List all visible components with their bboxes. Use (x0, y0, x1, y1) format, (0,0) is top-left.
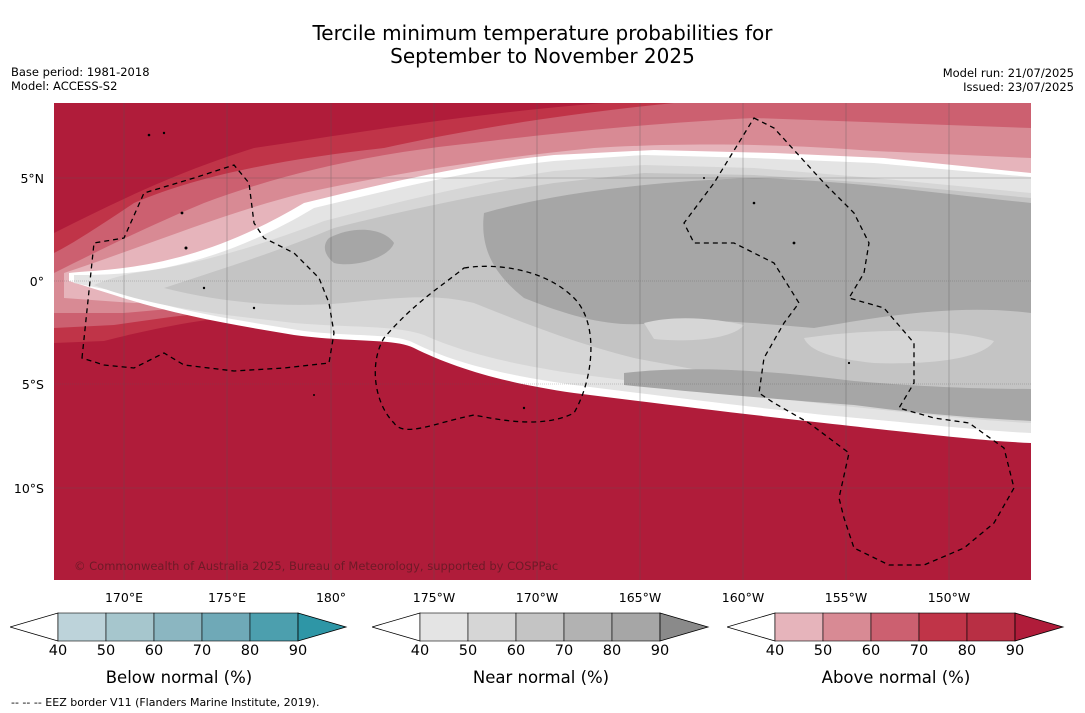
probability-map[interactable] (54, 103, 1031, 580)
eez-borders (81, 117, 1015, 566)
cb1-tick-80: 80 (240, 643, 260, 659)
lon-label-175w: 175°W (412, 590, 456, 605)
lon-label-165w: 165°W (618, 590, 662, 605)
cb3-tick-40: 40 (765, 643, 785, 659)
cb3-label: Above normal (%) (821, 668, 971, 687)
cb2-tick-90: 90 (650, 643, 670, 659)
cb1-label: Below normal (%) (105, 668, 253, 687)
lat-label-5s: 5°S (21, 377, 44, 392)
cb2-label: Near normal (%) (472, 668, 610, 687)
title-line-2: September to November 2025 (390, 44, 695, 68)
zone-near-80-west (324, 229, 394, 265)
lon-label-155w: 155°W (824, 590, 868, 605)
colorbar-near-normal (372, 612, 710, 642)
cb2-tick-50: 50 (458, 643, 478, 659)
cb1-tick-60: 60 (144, 643, 164, 659)
map-title: Tercile minimum temperature probabilitie… (0, 22, 1085, 68)
lat-label-10s: 10°S (13, 481, 44, 496)
lon-label-175e: 175°E (207, 590, 246, 605)
graticule (54, 103, 1031, 580)
eez-footnote: -- -- -- EEZ border V11 (Flanders Marine… (11, 696, 320, 709)
meta-right: Model run: 21/07/2025 Issued: 23/07/2025 (943, 66, 1074, 94)
cb2-tick-70: 70 (554, 643, 574, 659)
zone-near-80-south (624, 369, 1031, 421)
model-run: Model run: 21/07/2025 (942, 66, 1074, 80)
cb1-tick-70: 70 (192, 643, 212, 659)
meta-left: Base period: 1981-2018 Model: ACCESS-S2 (11, 65, 150, 93)
zone-near-60-east (804, 330, 994, 364)
cb1-tick-40: 40 (48, 643, 68, 659)
cb3-tick-90: 90 (1005, 643, 1025, 659)
base-period: Base period: 1981-2018 (11, 65, 150, 79)
islands (147, 131, 851, 410)
cb3-tick-60: 60 (861, 643, 881, 659)
zone-near-80-main (483, 178, 1031, 328)
colorbar-above-normal (727, 612, 1065, 642)
cb3-tick-70: 70 (909, 643, 929, 659)
lon-label-170e: 170°E (104, 590, 143, 605)
cb2-tick-40: 40 (410, 643, 430, 659)
lat-label-5n: 5°N (20, 171, 44, 186)
model-name: Model: ACCESS-S2 (11, 79, 118, 93)
copyright-notice: © Commonwealth of Australia 2025, Bureau… (74, 559, 559, 573)
cb1-tick-90: 90 (288, 643, 308, 659)
colorbar-below-normal (10, 612, 348, 642)
lon-label-170w: 170°W (515, 590, 559, 605)
cb3-tick-50: 50 (813, 643, 833, 659)
map-canvas (54, 103, 1031, 580)
cb2-tick-80: 80 (602, 643, 622, 659)
lon-label-180: 180° (315, 590, 347, 605)
cb3-tick-80: 80 (957, 643, 977, 659)
cb2-tick-60: 60 (506, 643, 526, 659)
cb1-tick-50: 50 (96, 643, 116, 659)
zone-near-60-centre (644, 318, 744, 341)
lat-label-0: 0° (29, 274, 44, 289)
title-line-1: Tercile minimum temperature probabilitie… (312, 21, 773, 45)
issued-date: Issued: 23/07/2025 (963, 80, 1074, 94)
eez-tuvalu-tokelau (374, 265, 592, 431)
lon-label-150w: 150°W (927, 590, 971, 605)
lon-label-160w: 160°W (721, 590, 765, 605)
